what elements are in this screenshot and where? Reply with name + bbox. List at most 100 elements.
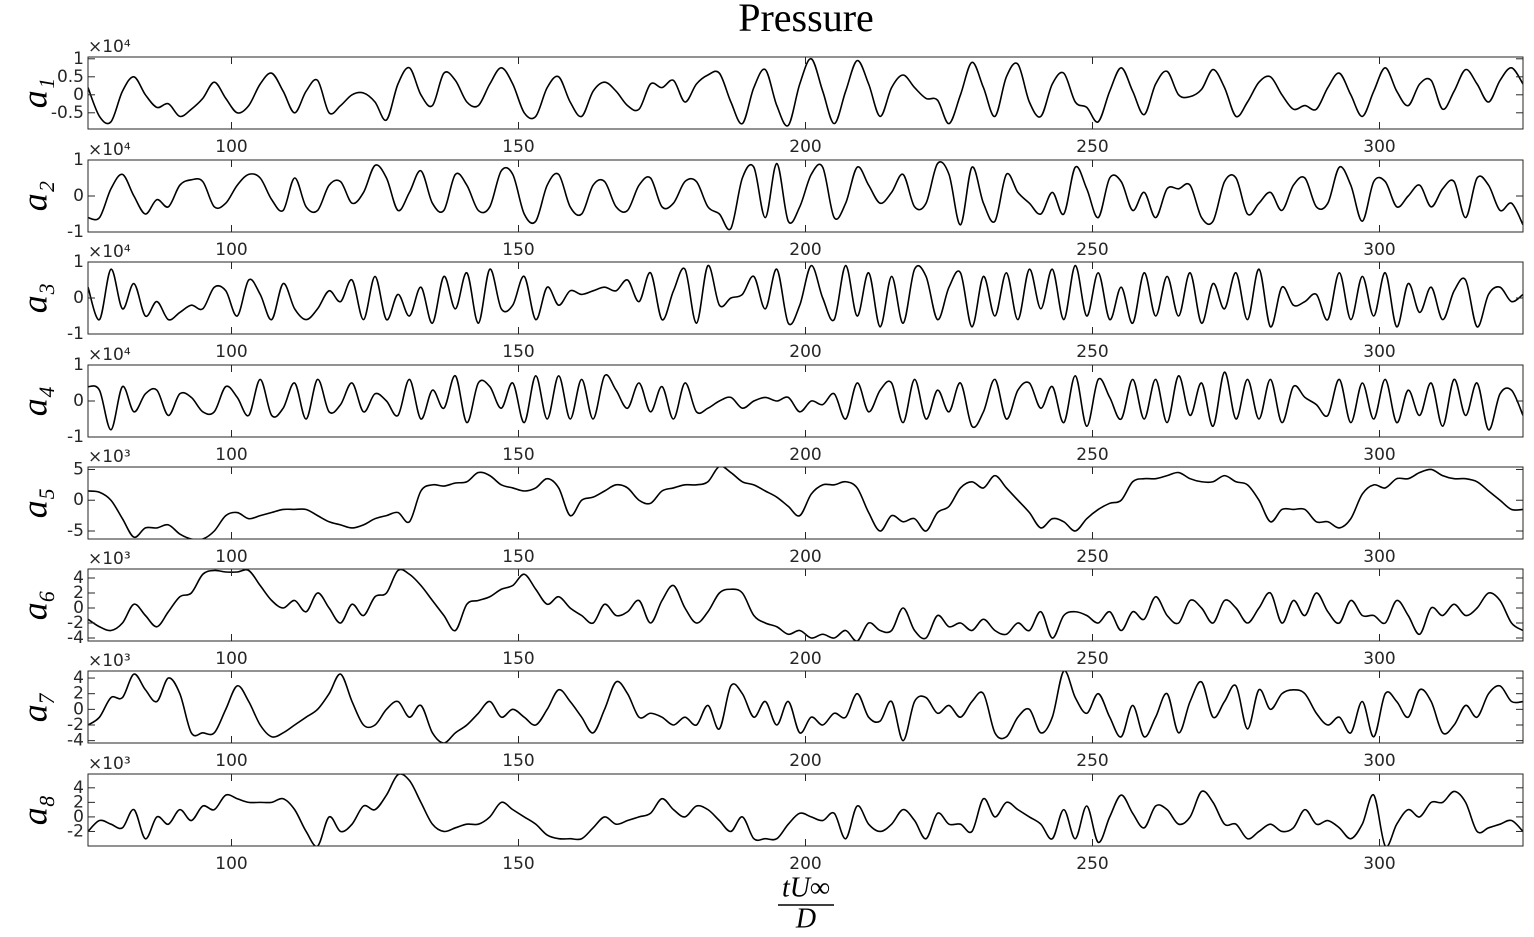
y-multiplier: ×10⁴	[88, 140, 131, 160]
y-tick-label: -4	[67, 731, 84, 751]
x-tick-label: 100	[215, 547, 247, 567]
x-tick-label: 200	[789, 137, 821, 157]
y-multiplier: ×10⁴	[88, 37, 131, 57]
y-tick-label: 0	[73, 699, 84, 719]
y-label: a₈	[14, 795, 54, 826]
x-tick-label: 100	[215, 649, 247, 669]
x-tick-label: 150	[502, 137, 534, 157]
y-tick-label: -5	[67, 521, 84, 541]
x-tick-label: 250	[1076, 854, 1108, 874]
data-line	[88, 58, 1523, 127]
x-tick-label: 150	[502, 751, 534, 771]
y-tick-label: -1	[67, 324, 84, 344]
x-label-denominator: D	[795, 903, 816, 934]
y-tick-label: 2	[73, 684, 84, 704]
plot-area	[88, 161, 1523, 231]
y-tick-label: -0.5	[51, 103, 84, 123]
y-multiplier: ×10⁴	[88, 345, 131, 365]
y-multiplier: ×10⁴	[88, 242, 131, 262]
x-tick-label: 250	[1076, 445, 1108, 465]
x-tick-label: 200	[789, 445, 821, 465]
y-tick-label: 1	[73, 355, 84, 375]
x-tick-label: 300	[1363, 240, 1395, 260]
data-line	[88, 264, 1523, 328]
y-tick-label: 1	[73, 49, 84, 69]
y-tick-label: -2	[67, 613, 84, 633]
x-tick-label: 200	[789, 342, 821, 362]
data-line	[88, 371, 1523, 431]
y-tick-label: 4	[73, 568, 84, 588]
y-tick-label: 0	[73, 490, 84, 510]
y-tick-label: -1	[67, 427, 84, 447]
y-label: a₁	[14, 78, 54, 109]
x-tick-label: 200	[789, 547, 821, 567]
y-multiplier: ×10³	[88, 447, 131, 467]
x-tick-label: 300	[1363, 547, 1395, 567]
x-tick-label: 150	[502, 342, 534, 362]
x-tick-label: 150	[502, 240, 534, 260]
y-tick-label: 0	[73, 85, 84, 105]
x-tick-label: 300	[1363, 342, 1395, 362]
plot-area	[88, 774, 1523, 846]
y-tick-label: 0	[73, 288, 84, 308]
chart-title: Pressure	[738, 0, 874, 40]
y-tick-label: 4	[73, 668, 84, 688]
x-tick-label: 250	[1076, 547, 1108, 567]
x-tick-label: 100	[215, 854, 247, 874]
y-tick-label: 4	[73, 778, 84, 798]
y-tick-label: -1	[67, 222, 84, 242]
y-tick-label: -4	[67, 628, 84, 648]
x-tick-label: 100	[215, 342, 247, 362]
y-multiplier: ×10³	[88, 754, 131, 774]
y-multiplier: ×10³	[88, 549, 131, 569]
y-label: a₂	[14, 181, 54, 212]
x-tick-label: 100	[215, 137, 247, 157]
y-label: a₅	[14, 488, 54, 519]
x-tick-label: 100	[215, 445, 247, 465]
x-tick-label: 200	[789, 649, 821, 669]
y-label: a₇	[14, 692, 54, 723]
y-tick-label: -2	[67, 715, 84, 735]
x-tick-label: 300	[1363, 137, 1395, 157]
x-tick-label: 300	[1363, 649, 1395, 669]
y-label: a₄	[14, 386, 54, 417]
x-tick-label: 200	[789, 751, 821, 771]
y-tick-label: 2	[73, 792, 84, 812]
x-tick-label: 250	[1076, 751, 1108, 771]
x-tick-label: 100	[215, 240, 247, 260]
y-tick-label: 0.5	[57, 67, 84, 87]
x-tick-label: 300	[1363, 445, 1395, 465]
x-tick-label: 250	[1076, 240, 1108, 260]
x-tick-label: 150	[502, 854, 534, 874]
plot-area	[88, 671, 1523, 743]
y-tick-label: 2	[73, 583, 84, 603]
data-line	[88, 467, 1523, 539]
data-line	[88, 161, 1523, 231]
y-tick-label: 0	[73, 186, 84, 206]
x-tick-label: 250	[1076, 649, 1108, 669]
y-label: a₆	[14, 590, 54, 621]
y-multiplier: ×10³	[88, 651, 131, 671]
x-tick-label: 250	[1076, 137, 1108, 157]
x-tick-label: 300	[1363, 751, 1395, 771]
x-tick-label: 150	[502, 547, 534, 567]
x-tick-label: 250	[1076, 342, 1108, 362]
plot-area	[88, 467, 1523, 539]
x-tick-label: 200	[789, 854, 821, 874]
y-tick-label: 0	[73, 598, 84, 618]
y-label: a₃	[14, 283, 54, 314]
x-tick-label: 200	[789, 240, 821, 260]
data-line	[88, 671, 1523, 743]
data-line	[88, 774, 1523, 846]
plot-area	[88, 264, 1523, 328]
x-tick-label: 150	[502, 445, 534, 465]
y-tick-label: -2	[67, 821, 84, 841]
y-tick-label: 0	[73, 807, 84, 827]
y-tick-label: 0	[73, 391, 84, 411]
y-tick-label: 5	[73, 459, 84, 479]
plot-area	[88, 371, 1523, 431]
x-label-numerator: tU∞	[782, 872, 830, 903]
